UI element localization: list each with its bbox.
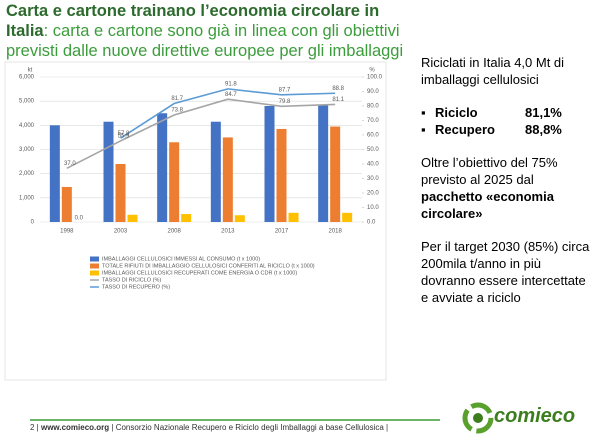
data-label: 0.0 [75,216,84,222]
y-tick-label: 3,000 [19,147,35,153]
bullet-value: 81,1% [525,105,562,120]
logo-icon [462,402,494,434]
text-panel: Riciclati in Italia 4,0 Mt di imballaggi… [421,54,593,322]
y2-tick-label: 10.0 [367,205,379,211]
page-number: 2 [30,423,35,432]
line [66,98,336,170]
title-rest: : carta e cartone sono già in linea con … [6,22,404,60]
y2-tick-label: 0.0 [367,220,376,226]
legend-label: IMBALLAGGI CELLULOSICI IMMESSI AL CONSUM… [102,256,260,262]
goal-bold: pacchetto «economia circolare» [421,189,554,221]
y2-tick-label: 70.0 [367,118,379,124]
bar [157,113,168,222]
y-tick-label: 2,000 [19,171,35,177]
bar [169,142,180,222]
bar [222,137,233,222]
legend-swatch [90,263,99,269]
legend-label: TASSO DI RICICLO (%) [102,277,161,283]
y2-tick-label: 50.0 [367,147,379,153]
logo-text: comieco [494,405,576,427]
y2-tick-label: 20.0 [367,191,379,197]
legend-swatch [90,256,99,262]
goal-text: Oltre l’obiettivo del 75% previsto al 20… [421,155,558,187]
y2-tick-label: 60.0 [367,133,379,139]
y-tick-label: 1,000 [19,195,35,201]
bar [318,104,329,222]
bar [342,212,353,222]
y2-tick-label: 40.0 [367,162,379,168]
data-label: 87.7 [279,87,291,93]
y-axis-label: kt [28,68,33,74]
intro: Riciclati in Italia 4,0 Mt di imballaggi… [421,55,565,87]
data-label: 88.8 [332,86,344,92]
x-tick-label: 2017 [275,229,289,235]
bullet-label: Riciclo [435,105,478,120]
data-label: 91.8 [225,81,237,87]
data-label: 73.8 [171,108,183,114]
legend-swatch [90,270,99,276]
bullet-list: ▪ Riciclo 81,1% ▪ Recupero 88,8% [421,104,593,138]
y2-tick-label: 30.0 [367,176,379,182]
bar [288,212,299,222]
data-label: 84.7 [225,92,237,98]
x-tick-label: 2003 [114,229,128,235]
legend-label: IMBALLAGGI CELLULOSICI RECUPERATI COME E… [102,270,297,276]
data-label: 79.8 [279,99,291,105]
legend-label: TOTALE RIFIUTI DI IMBALLAGGIO CELLULOSIC… [102,263,315,269]
bullet: ▪ Recupero 88,8% [421,122,562,137]
y2-axis-label: % [369,68,375,74]
data-label: 37.0 [64,161,76,167]
footer-url[interactable]: www.comieco.org [40,423,110,432]
title: Carta e cartone trainano l’economia circ… [6,1,418,61]
bar [127,214,138,222]
target: Per il target 2030 (85%) circa 200mila t… [421,239,590,305]
bar [264,106,275,222]
x-tick-label: 1998 [60,229,74,235]
bar [330,126,341,222]
bullet: ▪ Riciclo 81,1% [421,105,562,120]
bar [276,128,287,222]
goal: Oltre l’obiettivo del 75% previsto al 20… [421,154,593,222]
data-label: 55.9 [118,134,130,140]
bar [49,125,60,222]
y-tick-label: 6,000 [19,75,35,81]
data-label: 57.8 [118,131,130,137]
x-tick-label: 2013 [221,229,235,235]
bar [103,121,114,222]
x-tick-label: 2018 [328,229,342,235]
y-tick-label: 5,000 [19,99,35,105]
data-label: 81.1 [332,97,344,103]
legend-label: TASSO DI RECUPERO (%) [102,284,170,290]
y2-tick-label: 90.0 [367,89,379,95]
x-tick-label: 2008 [167,229,181,235]
title-bold: Carta e cartone trainano l’economia circ… [6,2,380,40]
bullet-value: 88,8% [525,122,562,137]
bar [234,215,245,222]
footer-org: Consorzio Nazionale Recupero e Riciclo d… [115,423,384,432]
bullet-label: Recupero [435,122,495,137]
data-label: 81.7 [171,96,183,102]
footer: 2 | www.comieco.org | Consorzio Nazional… [30,423,389,432]
y2-tick-label: 100.0 [367,75,383,81]
y-tick-label: 0 [31,220,35,226]
y2-tick-label: 80.0 [367,104,379,110]
y-tick-label: 4,000 [19,123,35,129]
bar [115,164,126,222]
bar [61,186,72,222]
bar [181,214,192,222]
bar [210,121,221,222]
line [120,88,336,139]
